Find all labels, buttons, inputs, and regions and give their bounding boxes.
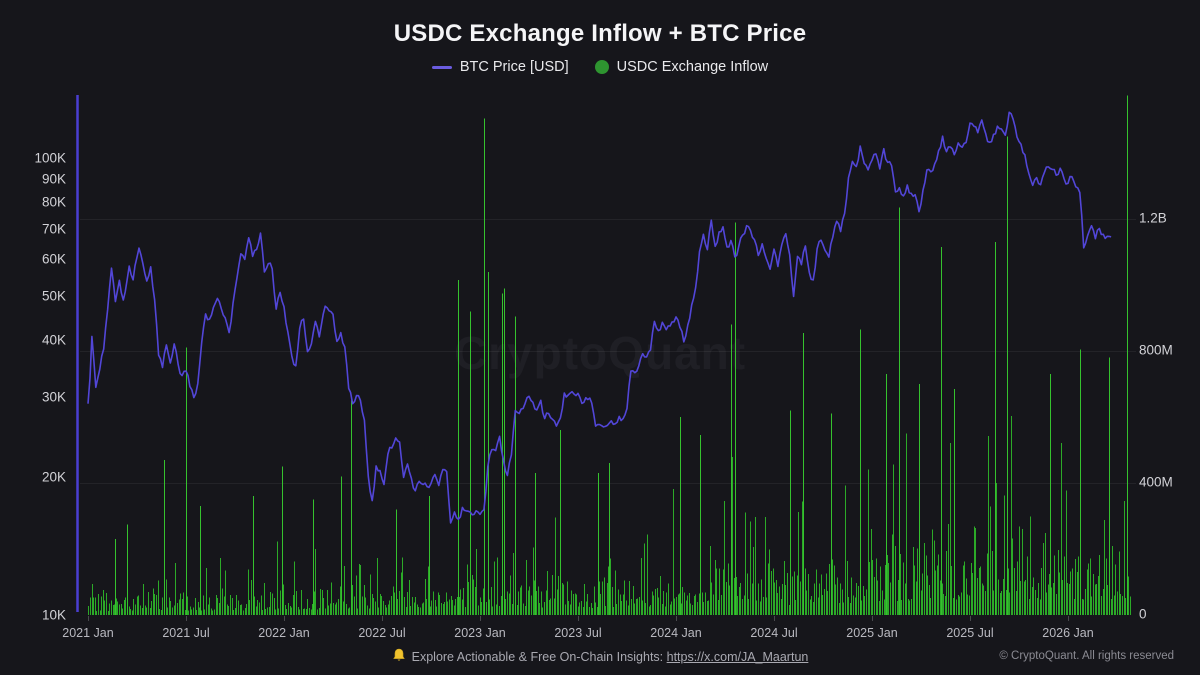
btc-price-line — [87, 111, 1112, 524]
chart-legend: BTC Price [USD] USDC Exchange Inflow — [0, 59, 1200, 75]
left-axis-tick: 50K — [41, 288, 66, 304]
left-axis-tick: 90K — [41, 171, 66, 187]
usdc-dot-swatch-icon — [594, 60, 609, 74]
x-axis-tick: 2024 Jul — [750, 626, 798, 640]
x-axis-tick: 2022 Jan — [258, 626, 310, 640]
x-axis-tick: 2026 Jan — [1042, 626, 1094, 640]
copyright-text: © CryptoQuant. All rights reserved — [999, 650, 1174, 662]
x-axis-tick: 2024 Jan — [650, 626, 702, 640]
x-axis-tick: 2025 Jan — [846, 626, 898, 640]
right-axis-tick: 800M — [1139, 342, 1173, 358]
x-axis-tick: 2021 Jan — [62, 626, 114, 640]
x-axis-tick: 2023 Jul — [554, 626, 602, 640]
btc-line-swatch-icon — [431, 65, 452, 69]
usdc-inflow-spike-bars — [114, 95, 1129, 615]
left-axis-tick: 60K — [41, 251, 66, 267]
right-axis-tick: 1.2B — [1139, 210, 1167, 226]
gridlines — [80, 219, 1136, 621]
right-axis-tick: 400M — [1139, 474, 1173, 490]
legend-label-usdc: USDC Exchange Inflow — [616, 59, 769, 75]
left-axis-tick: 80K — [41, 194, 66, 210]
bell-icon — [392, 648, 405, 661]
legend-item-btc-price[interactable]: BTC Price [USD] — [431, 59, 569, 75]
x-axis-tick: 2025 Jul — [946, 626, 994, 640]
left-axis-tick: 70K — [41, 221, 66, 237]
x-axis-tick: 2021 Jul — [162, 626, 210, 640]
x-axis-tick: 2022 Jul — [358, 626, 406, 640]
legend-label-btc: BTC Price [USD] — [459, 59, 569, 75]
promo-link[interactable]: https://x.com/JA_Maartun — [666, 650, 809, 664]
right-axis-tick: 0 — [1139, 606, 1147, 622]
usdc-inflow-bars — [88, 415, 1131, 615]
left-axis-tick: 30K — [41, 389, 66, 405]
x-axis-tick: 2023 Jan — [454, 626, 506, 640]
left-axis-tick: 40K — [41, 332, 66, 348]
promo-text: Explore Actionable & Free On-Chain Insig… — [411, 650, 667, 664]
left-axis-tick: 10K — [41, 607, 66, 623]
left-axis-tick: 100K — [34, 150, 66, 166]
left-axis-tick: 20K — [41, 469, 66, 485]
chart-title: USDC Exchange Inflow + BTC Price — [393, 20, 807, 47]
legend-item-usdc-inflow[interactable]: USDC Exchange Inflow — [594, 59, 769, 75]
footer-promo: Explore Actionable & Free On-Chain Insig… — [0, 648, 1200, 664]
